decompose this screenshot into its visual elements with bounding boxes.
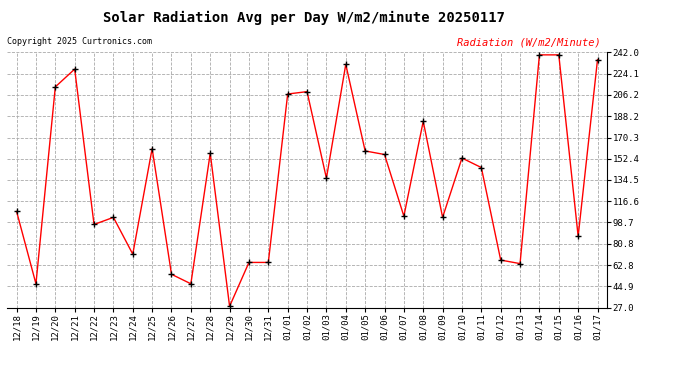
Text: Solar Radiation Avg per Day W/m2/minute 20250117: Solar Radiation Avg per Day W/m2/minute … bbox=[103, 11, 504, 26]
Text: Radiation (W/m2/Minute): Radiation (W/m2/Minute) bbox=[457, 38, 600, 48]
Text: Copyright 2025 Curtronics.com: Copyright 2025 Curtronics.com bbox=[7, 38, 152, 46]
